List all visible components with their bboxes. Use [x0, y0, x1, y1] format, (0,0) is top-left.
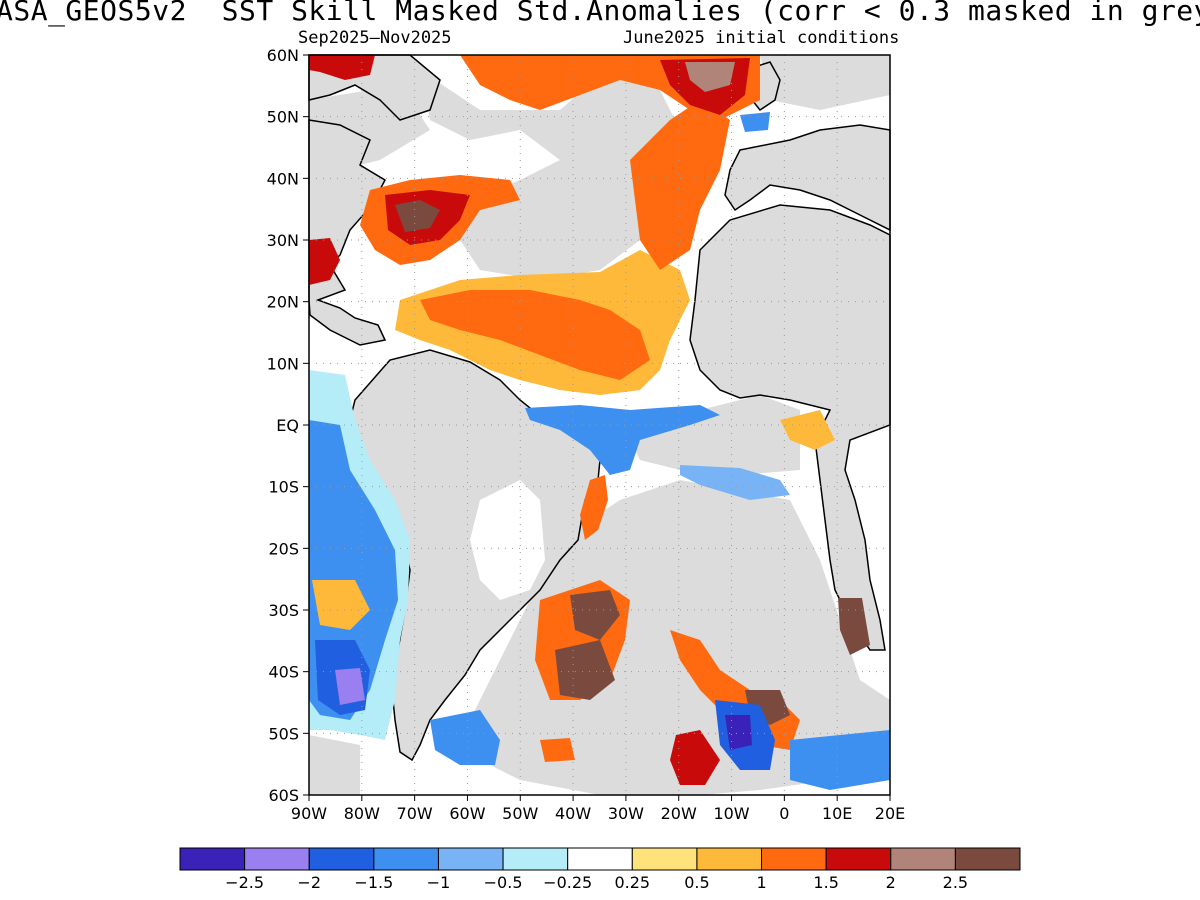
warm-anomaly-benguela — [838, 598, 870, 655]
lat-tick-label: 60S — [268, 786, 299, 805]
cool-anomaly-equatorial-atlantic-light — [680, 465, 790, 500]
colorbar-swatch — [825, 847, 892, 871]
lat-tick-label: 10S — [268, 478, 299, 497]
warm-anomaly-east-atlantic — [630, 100, 730, 270]
lon-tick-label: 30W — [608, 804, 644, 823]
lon-tick-label: 20E — [875, 804, 905, 823]
lon-tick-label: 10W — [713, 804, 749, 823]
colorbar-label: 1.5 — [813, 873, 838, 892]
lon-tick-label: 20W — [661, 804, 697, 823]
cool-anomaly-equatorial-atlantic — [525, 405, 720, 475]
lat-tick-label: EQ — [276, 416, 299, 435]
cool-anomaly-southeast-pacific-warm — [312, 580, 370, 630]
warm-anomaly-south-atlantic-1-brown — [570, 590, 620, 640]
masked-area-southeast-pacific — [309, 735, 360, 795]
colorbar-label: 2 — [886, 873, 896, 892]
colorbar-swatch — [761, 847, 827, 871]
colorbar-label: 1 — [756, 873, 766, 892]
colorbar-swatch — [890, 847, 956, 871]
colorbar-label: 0.25 — [614, 873, 650, 892]
colorbar-swatch — [696, 847, 763, 871]
colorbar-label: −2.5 — [225, 873, 264, 892]
warm-anomaly-subtropical-core — [420, 290, 650, 380]
warm-anomaly-gulf-guinea — [780, 410, 835, 450]
colorbar-label: −0.25 — [543, 873, 592, 892]
gridlines — [309, 55, 890, 795]
lat-tick-label: 20S — [268, 539, 299, 558]
lat-tick-label: 30N — [267, 231, 299, 250]
north-america-land — [308, 119, 387, 346]
warm-anomaly-gulf-mexico — [309, 238, 340, 285]
warm-anomaly-north-atlantic-brown — [685, 62, 735, 92]
masked-area-north-atlantic — [420, 70, 680, 280]
colorbar-label: −1 — [427, 873, 451, 892]
colorbar-swatch — [373, 847, 439, 871]
map-layer — [308, 54, 891, 795]
lon-tick-label: 70W — [397, 804, 433, 823]
lat-tick-label: 30S — [268, 601, 299, 620]
lon-tick-label: 60W — [449, 804, 485, 823]
colorbar-swatch — [954, 847, 1021, 871]
warm-anomaly-south-atlantic-2 — [555, 640, 615, 700]
lon-tick-label: 10E — [822, 804, 852, 823]
warm-anomaly-southern-ocean — [540, 738, 575, 762]
europe-land — [724, 124, 891, 232]
lon-tick-label: 80W — [344, 804, 380, 823]
colorbar-swatch — [502, 847, 569, 871]
lon-tick-label: 40W — [555, 804, 591, 823]
lat-tick-label: 40N — [267, 169, 299, 188]
colorbar: −2.5 −2 −1.5 −1 −0.5 −0.25 0.25 0.5 1 1.5 2 2.5 — [179, 847, 1021, 892]
lon-tick-label: 0 — [779, 804, 789, 823]
cool-anomaly-north-atlantic-small — [740, 112, 770, 132]
masked-area-europe-sea — [760, 55, 890, 110]
warm-anomaly-brazil-coast — [580, 475, 608, 540]
colorbar-swatch — [631, 847, 698, 871]
lat-tick-label: 50S — [268, 724, 299, 743]
colorbar-swatch — [244, 847, 310, 871]
initial-conditions: June2025 initial conditions — [623, 28, 900, 48]
amazon-white-patch — [470, 480, 545, 600]
colorbar-label: −1.5 — [354, 873, 393, 892]
map-title: ASA_GEOS5v2 SST Skill Masked Std.Anomali… — [0, 0, 1200, 27]
map-frame — [308, 54, 891, 796]
warm-anomaly-labrador — [309, 55, 375, 80]
cool-anomaly-southeast-pacific-violet — [335, 668, 365, 705]
lat-tick-label: 20N — [267, 293, 299, 312]
colorbar-label: −2 — [297, 873, 321, 892]
lon-tick-label: 90W — [291, 804, 327, 823]
map-axes: 60N 50N 40N 30N 20N 10N EQ 10S 20S 30S 40S 50S 60S90… — [267, 46, 906, 823]
colorbar-swatch — [179, 847, 246, 871]
warm-anomaly-gulfstream-brown — [395, 200, 440, 232]
cool-anomaly-southern-ocean-east — [790, 730, 890, 790]
colorbar-swatch — [567, 847, 633, 871]
colorbar-swatch — [308, 847, 375, 871]
lat-tick-label: 10N — [267, 354, 299, 373]
cool-anomaly-drake-passage — [430, 710, 500, 765]
lat-tick-label: 40S — [268, 663, 299, 682]
warm-anomaly-south-atlantic-4 — [670, 730, 720, 785]
colorbar-swatch — [437, 847, 504, 871]
forecast-period: Sep2025–Nov2025 — [298, 28, 452, 48]
colorbar-label: −0.5 — [484, 873, 523, 892]
colorbar-label: 0.5 — [684, 873, 709, 892]
colorbar-label: 2.5 — [943, 873, 968, 892]
lat-tick-label: 50N — [267, 108, 299, 127]
lon-tick-label: 50W — [502, 804, 538, 823]
lat-tick-label: 60N — [267, 46, 299, 65]
